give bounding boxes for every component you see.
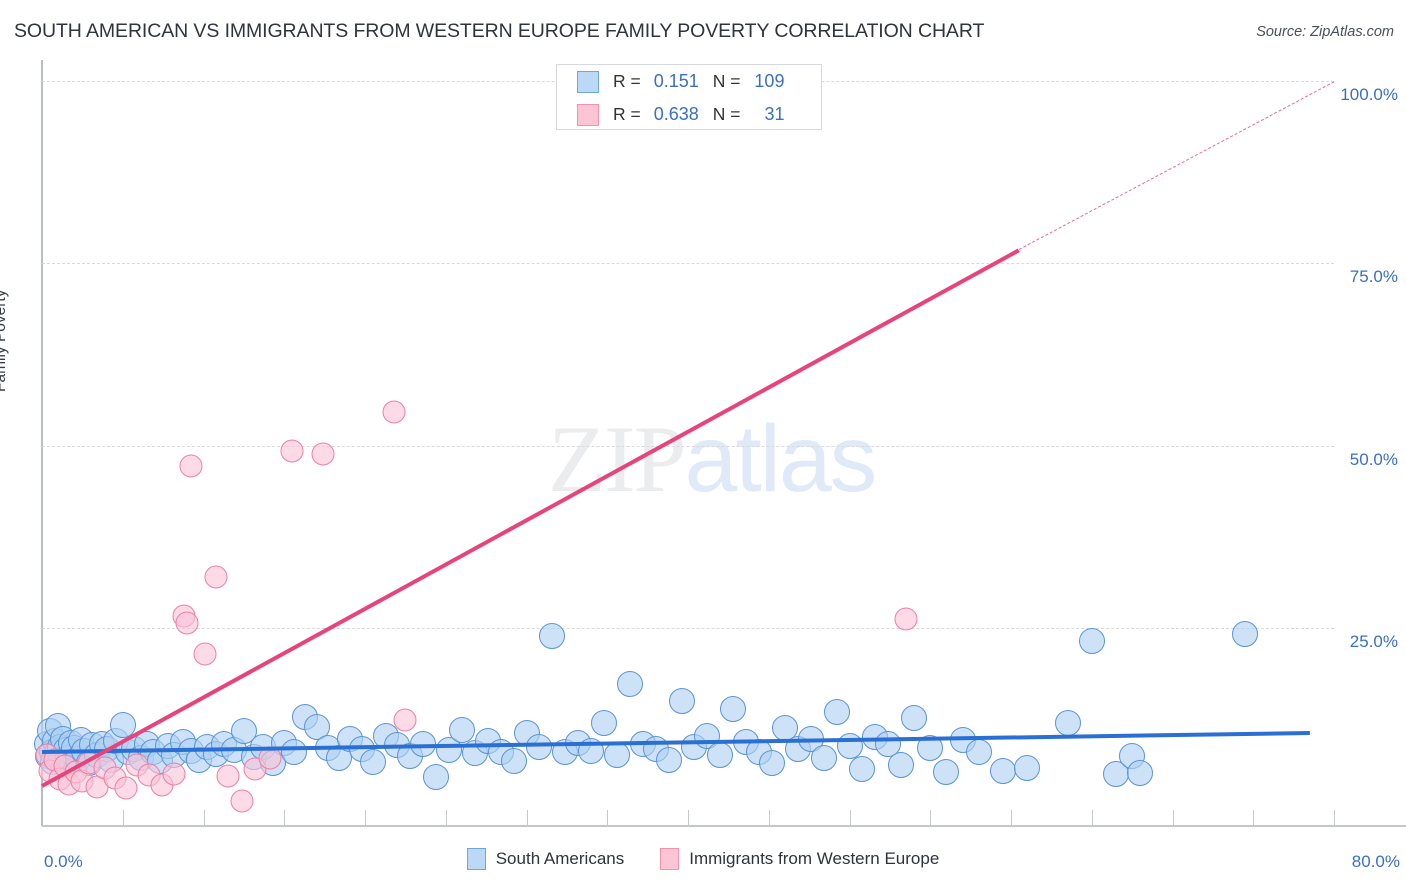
data-point [500,748,527,775]
data-point [894,607,918,631]
x-tick-mark [1334,810,1335,826]
x-tick-mark [526,810,528,826]
source-label: Source: ZipAtlas.com [1256,24,1394,40]
x-tick-mark [203,810,205,826]
x-tick-mark [1091,810,1093,826]
data-point [360,748,387,775]
data-point [1014,754,1041,781]
x-tick-label-min: 0.0% [44,852,83,871]
data-point [707,741,734,768]
data-point [526,734,553,761]
data-point [720,696,747,723]
data-point [901,705,928,732]
stats-r-label-blue: R = [613,71,641,91]
y-axis-line [41,60,43,826]
bottom-legend: South Americans Immigrants from Western … [0,848,1406,870]
stats-r-label-pink: R = [613,104,641,124]
data-point [311,442,335,466]
stats-n-label-pink: N = [712,104,741,124]
x-tick-label-max: 80.0% [1351,852,1400,871]
stats-n-value-pink: 31 [764,104,785,124]
data-point [1127,759,1154,786]
page-title: SOUTH AMERICAN VS IMMIGRANTS FROM WESTER… [14,20,985,42]
gridline-25 [42,627,1334,629]
data-point [258,746,282,769]
data-point [849,756,876,783]
data-point [280,439,304,463]
stats-r-value-blue: 0.151 [653,71,699,91]
data-point [393,708,417,732]
data-point [230,717,257,744]
data-point [603,742,630,769]
data-point [179,454,203,478]
x-tick-mark [365,810,366,826]
legend-item-south-americans[interactable]: South Americans [466,848,625,870]
data-point [1054,710,1081,737]
data-point [989,757,1016,784]
stats-row-western-europe: R = 0.638 N = 31 [557,98,823,131]
x-tick-mark [1011,810,1012,826]
x-tick-mark [768,810,770,826]
data-point [836,732,863,759]
x-tick-mark [1253,810,1255,826]
data-point [917,735,944,762]
legend-swatch-blue [466,848,486,870]
legend-label-western-europe: Immigrants from Western Europe [689,849,940,868]
data-point [175,611,199,635]
y-tick-label-50: 50.0% [1349,449,1398,469]
gridline-75 [42,263,1334,265]
data-point [280,738,307,765]
x-axis-line [42,825,1406,827]
data-point [591,709,618,736]
data-point [578,737,605,764]
legend-swatch-pink [660,848,680,870]
data-point [539,623,566,650]
y-tick-label-100: 100.0% [1340,85,1398,104]
y-tick-label-25: 25.0% [1349,631,1398,651]
data-point [230,789,254,813]
data-point [1078,627,1105,654]
stats-n-value-blue: 109 [754,71,785,91]
y-tick-label-75: 75.0% [1349,267,1398,287]
stats-swatch-blue [577,70,599,93]
x-tick-mark [1172,810,1174,826]
data-point [423,764,450,791]
data-point [888,751,915,778]
data-point [114,776,138,800]
x-tick-mark [688,810,689,826]
legend-item-western-europe[interactable]: Immigrants from Western Europe [660,848,939,870]
stats-row-south-americans: R = 0.151 N = 109 [557,65,823,98]
data-point [823,698,850,725]
x-tick-mark [122,810,124,826]
data-point [758,749,785,776]
data-point [216,764,240,788]
data-point [668,688,695,715]
data-point [933,759,960,786]
data-point [410,730,437,757]
stats-n-label-blue: N = [712,71,741,91]
data-point [193,642,217,666]
data-point [616,670,643,697]
data-point [204,565,228,589]
data-point [382,400,406,424]
x-tick-mark [607,810,609,826]
data-point [162,762,186,786]
data-point [810,744,837,771]
data-point [1232,620,1259,647]
data-point [655,746,682,773]
y-axis-title: Family Poverty [0,289,9,393]
x-tick-mark [849,810,851,826]
stats-swatch-pink [577,103,599,126]
x-tick-mark [445,810,447,826]
data-point [109,712,136,739]
x-tick-mark [284,810,286,826]
stats-r-value-pink: 0.638 [653,104,699,124]
data-point [965,738,992,765]
data-point [448,716,475,743]
x-tick-mark [930,810,932,826]
gridline-50 [42,445,1334,447]
correlation-stats-box: R = 0.151 N = 109 R = 0.638 N = 31 [556,64,822,130]
legend-label-south-americans: South Americans [495,849,625,868]
